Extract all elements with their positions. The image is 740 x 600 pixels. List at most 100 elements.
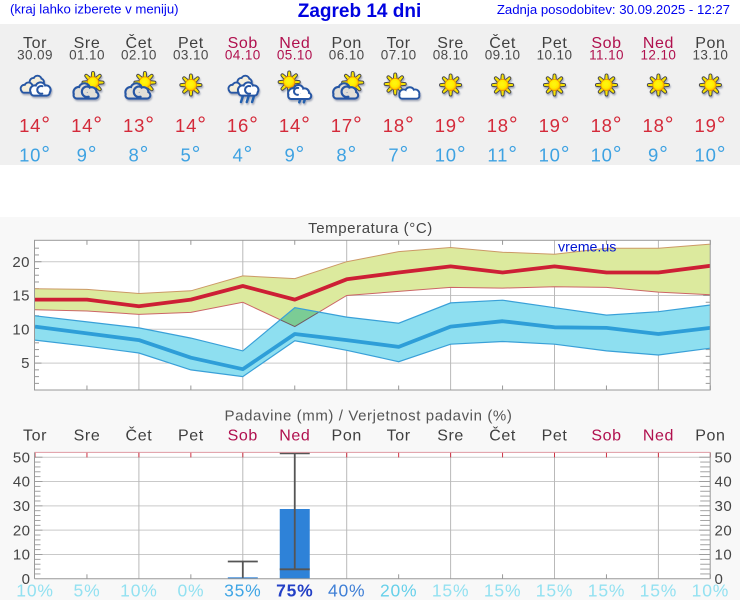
svg-text:10: 10 bbox=[12, 321, 30, 338]
svg-text:11°: 11° bbox=[487, 142, 517, 167]
svg-text:18°: 18° bbox=[487, 112, 519, 137]
svg-text:02.10: 02.10 bbox=[121, 48, 157, 63]
svg-text:30: 30 bbox=[13, 498, 31, 515]
svg-text:7°: 7° bbox=[388, 142, 409, 167]
svg-text:Sob: Sob bbox=[591, 427, 621, 444]
svg-text:14°: 14° bbox=[19, 112, 51, 137]
svg-text:17°: 17° bbox=[331, 112, 363, 137]
svg-text:Sre: Sre bbox=[437, 427, 464, 444]
svg-text:50: 50 bbox=[715, 449, 733, 466]
svg-text:40: 40 bbox=[13, 474, 31, 491]
svg-text:15%: 15% bbox=[588, 581, 625, 600]
svg-text:07.10: 07.10 bbox=[381, 48, 417, 63]
svg-text:19°: 19° bbox=[695, 112, 727, 137]
svg-text:75%: 75% bbox=[276, 581, 313, 600]
svg-text:0%: 0% bbox=[177, 581, 204, 600]
svg-text:10%: 10% bbox=[120, 581, 157, 600]
svg-text:35%: 35% bbox=[224, 581, 261, 600]
svg-text:03.10: 03.10 bbox=[173, 48, 209, 63]
svg-text:Pon: Pon bbox=[332, 427, 362, 444]
svg-text:20%: 20% bbox=[380, 581, 417, 600]
svg-text:20: 20 bbox=[715, 522, 733, 539]
svg-text:Čet: Čet bbox=[126, 425, 153, 444]
svg-text:40%: 40% bbox=[328, 581, 365, 600]
svg-text:Sob: Sob bbox=[228, 35, 258, 52]
svg-text:10°: 10° bbox=[591, 142, 623, 167]
svg-text:04.10: 04.10 bbox=[225, 48, 261, 63]
svg-text:Pon: Pon bbox=[332, 35, 362, 52]
svg-text:4°: 4° bbox=[232, 142, 253, 167]
svg-text:Ned: Ned bbox=[643, 427, 674, 444]
svg-text:14°: 14° bbox=[279, 112, 311, 137]
svg-text:12.10: 12.10 bbox=[641, 48, 677, 63]
svg-text:01.10: 01.10 bbox=[69, 48, 105, 63]
svg-text:Tor: Tor bbox=[23, 35, 47, 52]
svg-text:Čet: Čet bbox=[489, 33, 516, 52]
svg-text:Čet: Čet bbox=[126, 33, 153, 52]
svg-text:19°: 19° bbox=[435, 112, 467, 137]
svg-text:5°: 5° bbox=[181, 142, 202, 167]
svg-text:8°: 8° bbox=[336, 142, 357, 167]
svg-text:09.10: 09.10 bbox=[485, 48, 521, 63]
svg-text:vreme.us: vreme.us bbox=[558, 240, 616, 256]
svg-text:Tor: Tor bbox=[387, 35, 411, 52]
svg-text:10.10: 10.10 bbox=[537, 48, 573, 63]
svg-text:10°: 10° bbox=[695, 142, 727, 167]
svg-text:18°: 18° bbox=[383, 112, 415, 137]
svg-text:Sob: Sob bbox=[591, 35, 621, 52]
svg-text:9°: 9° bbox=[648, 142, 669, 167]
svg-text:Sre: Sre bbox=[437, 35, 464, 52]
svg-text:18°: 18° bbox=[591, 112, 623, 137]
svg-text:10: 10 bbox=[715, 547, 733, 564]
svg-text:19°: 19° bbox=[539, 112, 571, 137]
svg-text:9°: 9° bbox=[77, 142, 98, 167]
svg-text:13.10: 13.10 bbox=[693, 48, 729, 63]
svg-text:Tor: Tor bbox=[23, 427, 47, 444]
svg-text:20: 20 bbox=[12, 254, 30, 271]
svg-text:13°: 13° bbox=[123, 112, 155, 137]
svg-text:5: 5 bbox=[21, 355, 30, 372]
svg-text:Ned: Ned bbox=[279, 35, 310, 52]
svg-text:15%: 15% bbox=[432, 581, 469, 600]
svg-text:15%: 15% bbox=[536, 581, 573, 600]
svg-text:06.10: 06.10 bbox=[329, 48, 365, 63]
svg-text:30.09: 30.09 bbox=[17, 48, 53, 63]
svg-text:20: 20 bbox=[13, 522, 31, 539]
svg-text:Zagreb 14 dni: Zagreb 14 dni bbox=[298, 1, 422, 22]
svg-text:Zadnja posodobitev: 30.09.2025: Zadnja posodobitev: 30.09.2025 - 12:27 bbox=[497, 2, 730, 17]
svg-text:Padavine (mm) / Verjetnost pad: Padavine (mm) / Verjetnost padavin (%) bbox=[225, 408, 513, 425]
svg-text:Čet: Čet bbox=[489, 425, 516, 444]
svg-text:Ned: Ned bbox=[643, 35, 674, 52]
svg-text:(kraj lahko izberete v meniju): (kraj lahko izberete v meniju) bbox=[10, 2, 179, 17]
svg-text:15: 15 bbox=[12, 288, 30, 305]
svg-text:10: 10 bbox=[13, 547, 31, 564]
svg-text:05.10: 05.10 bbox=[277, 48, 313, 63]
svg-text:Pet: Pet bbox=[178, 35, 204, 52]
svg-text:10%: 10% bbox=[16, 581, 53, 600]
svg-text:10°: 10° bbox=[435, 142, 467, 167]
svg-text:18°: 18° bbox=[643, 112, 675, 137]
svg-text:15%: 15% bbox=[640, 581, 677, 600]
svg-text:10°: 10° bbox=[539, 142, 571, 167]
svg-text:8°: 8° bbox=[129, 142, 150, 167]
svg-text:Pet: Pet bbox=[542, 35, 568, 52]
svg-text:08.10: 08.10 bbox=[433, 48, 469, 63]
svg-text:Sre: Sre bbox=[74, 427, 101, 444]
svg-text:5%: 5% bbox=[74, 581, 101, 600]
svg-text:Temperatura (°C): Temperatura (°C) bbox=[308, 220, 433, 237]
svg-text:10%: 10% bbox=[692, 581, 729, 600]
svg-text:50: 50 bbox=[13, 449, 31, 466]
svg-text:9°: 9° bbox=[284, 142, 305, 167]
svg-text:10°: 10° bbox=[19, 142, 51, 167]
svg-text:Ned: Ned bbox=[279, 427, 310, 444]
svg-text:0: 0 bbox=[22, 571, 31, 588]
svg-text:Tor: Tor bbox=[387, 427, 411, 444]
svg-text:Pon: Pon bbox=[695, 427, 725, 444]
svg-text:11.10: 11.10 bbox=[589, 48, 624, 63]
svg-text:Pet: Pet bbox=[542, 427, 568, 444]
svg-text:15%: 15% bbox=[484, 581, 521, 600]
svg-text:Pet: Pet bbox=[178, 427, 204, 444]
svg-text:30: 30 bbox=[715, 498, 733, 515]
svg-text:14°: 14° bbox=[175, 112, 207, 137]
svg-text:Pon: Pon bbox=[695, 35, 725, 52]
